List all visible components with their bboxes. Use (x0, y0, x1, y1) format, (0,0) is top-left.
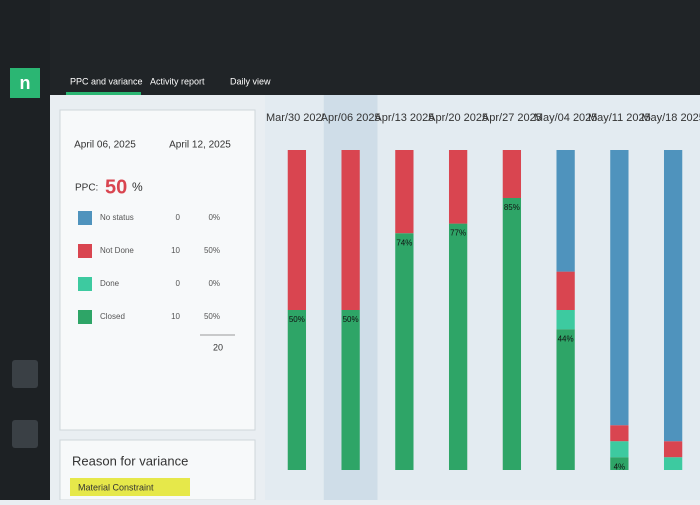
date-from: April 06, 2025 (74, 140, 136, 151)
value-label: 44% (558, 334, 574, 343)
bar-segment (556, 310, 575, 330)
total: 20 (213, 342, 223, 352)
bar-segment (448, 150, 468, 224)
bar-segment (448, 223, 468, 470)
legend-label: Closed (100, 312, 125, 321)
bar-segment (502, 150, 522, 198)
value-label: 77% (450, 229, 466, 238)
value-label: 50% (289, 315, 305, 324)
value-label: 50% (343, 315, 359, 324)
legend-label: Done (100, 279, 120, 288)
week-label: May/04 2025 (534, 112, 598, 124)
header (50, 0, 700, 95)
bar-segment (341, 150, 360, 310)
value-label: 4% (614, 462, 626, 471)
bar-segment (395, 233, 414, 470)
logo-box (10, 68, 40, 98)
legend-swatch (78, 211, 92, 225)
week-label: Apr/06 2025 (321, 112, 381, 124)
row-percent: 50% (204, 246, 220, 255)
row-percent: 50% (204, 312, 220, 321)
legend-swatch (78, 244, 92, 258)
legend-swatch (78, 310, 92, 324)
tab-underline (66, 92, 141, 95)
bar-segment (556, 329, 575, 470)
bar-segment (556, 271, 575, 310)
row-percent: 0% (208, 279, 220, 288)
legend-swatch (78, 277, 92, 291)
bar-segment (395, 150, 414, 234)
bar-segment (663, 457, 683, 470)
row-count: 0 (176, 279, 181, 288)
bar-segment (610, 150, 629, 426)
week-label: Mar/30 2025 (266, 112, 328, 124)
bar-segment (663, 150, 683, 442)
week-label: Apr/13 2025 (374, 112, 434, 124)
date-to: April 12, 2025 (169, 140, 231, 151)
variance-chip[interactable] (70, 478, 190, 496)
week-label: May/18 2025 (641, 112, 700, 124)
ppc-panel (59, 109, 256, 431)
variance-item: Material Constraint (78, 482, 154, 492)
bar-segment (287, 150, 307, 310)
variance-title: Reason for variance (72, 453, 188, 468)
bar-segment (610, 457, 629, 470)
logo: n (20, 73, 31, 93)
value-label: 74% (396, 238, 412, 247)
sidebar-button[interactable] (12, 360, 38, 388)
bar-segment (287, 310, 307, 470)
bar-segment (663, 441, 683, 458)
ppc-value: 50 (105, 176, 127, 198)
sidebar-button[interactable] (12, 420, 38, 448)
week-label: Apr/20 2025 (428, 112, 488, 124)
tab[interactable]: PPC and variance (70, 76, 143, 86)
bar-segment (610, 425, 629, 442)
week-label: May/11 2025 (588, 112, 651, 124)
row-percent: 0% (208, 213, 220, 222)
bar-segment (341, 310, 360, 470)
row-count: 0 (176, 213, 181, 222)
ppc-label: PPC: (75, 183, 98, 194)
tab[interactable]: Daily view (230, 76, 271, 86)
legend-label: Not Done (100, 246, 134, 255)
row-count: 10 (171, 246, 180, 255)
value-label: 85% (504, 203, 520, 212)
bar-segment (610, 441, 629, 458)
ppc-unit: % (132, 180, 143, 194)
week-label: Apr/27 2025 (482, 112, 542, 124)
bar-segment (502, 198, 522, 470)
row-count: 10 (171, 312, 180, 321)
legend-label: No status (100, 213, 134, 222)
bar-segment (556, 150, 575, 272)
tab[interactable]: Activity report (150, 76, 205, 86)
